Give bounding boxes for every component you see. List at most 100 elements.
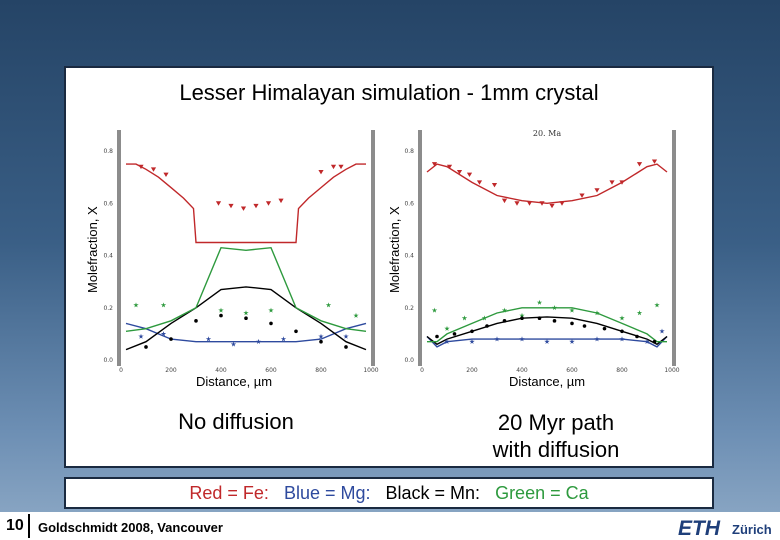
- right-point-mg-0: [444, 338, 450, 344]
- right-point-mg-7: [619, 336, 625, 342]
- conference-name: Goldschmidt 2008, Vancouver: [38, 520, 223, 535]
- page-number: 10: [6, 517, 24, 534]
- right-point-mn-9: [582, 324, 587, 328]
- right-point-mn-5: [520, 316, 524, 321]
- right-point-fe-4: [476, 180, 483, 185]
- right-rim-right: [672, 130, 676, 366]
- left-point-fe-6: [253, 203, 259, 209]
- left-point-fe-1: [150, 167, 157, 172]
- right-point-fe-16: [636, 162, 643, 167]
- right-ytick-0.8: 0.8: [404, 148, 414, 155]
- color-legend: Red = Fe: Blue = Mg: Black = Mn: Green =…: [64, 477, 714, 509]
- right-rim-left: [418, 130, 422, 366]
- legend-fe: Red = Fe:: [189, 483, 269, 503]
- right-ytick-0.2: 0.2: [404, 305, 414, 312]
- charts-canvas: 0.0 0.2 0.4 0.6 0.8 0 200 400 600 800 1000 0.0 0.2 0.…: [103, 129, 679, 374]
- left-point-ca-5: [325, 302, 332, 308]
- right-line-ca: [427, 307, 667, 343]
- right-point-mn-6: [537, 316, 542, 321]
- left-xtick-0: 0: [119, 367, 123, 374]
- left-point-ca-3: [243, 310, 249, 316]
- right-line-fe: [426, 163, 668, 205]
- right-point-fe-11: [559, 201, 565, 206]
- right-xtick-200: 200: [466, 367, 478, 374]
- slide-title: Lesser Himalayan simulation - 1mm crysta…: [179, 80, 599, 105]
- left-ytick-0.4: 0.4: [103, 253, 113, 260]
- right-xtick-400: 400: [516, 367, 528, 374]
- right-point-fe-17: [651, 159, 658, 164]
- left-xtick-800: 800: [315, 367, 327, 374]
- right-point-mn-12: [635, 334, 639, 339]
- left-xtick-1000: 1000: [363, 367, 378, 374]
- right-point-mg-1: [469, 338, 475, 344]
- left-point-fe-11: [338, 164, 344, 170]
- right-point-mn-2: [470, 329, 474, 334]
- left-xtick-600: 600: [265, 367, 277, 374]
- left-point-mg-3: [230, 341, 237, 347]
- left-line-mg: [125, 322, 367, 343]
- right-ytick-0.4: 0.4: [404, 253, 414, 260]
- right-point-mn-0: [435, 334, 439, 339]
- right-point-ca-5: [519, 312, 525, 318]
- eth-logo-text: ETH: [678, 517, 721, 538]
- right-caption: 20 Myr path with diffusion: [456, 409, 656, 463]
- right-point-ca-7: [551, 305, 558, 310]
- left-rim-left: [117, 130, 121, 366]
- right-point-fe-14: [609, 180, 615, 185]
- left-ytick-0.2: 0.2: [103, 305, 113, 312]
- left-xtick-200: 200: [165, 367, 177, 374]
- right-point-ca-6: [536, 299, 543, 305]
- right-point-mg-9: [659, 328, 665, 334]
- left-point-mg-6: [318, 333, 324, 339]
- left-point-fe-3: [215, 201, 222, 206]
- right-point-fe-2: [456, 169, 463, 175]
- right-point-ca-1: [444, 325, 450, 331]
- left-point-fe-4: [228, 203, 234, 209]
- right-point-fe-0: [431, 162, 438, 167]
- right-point-fe-12: [579, 193, 585, 198]
- left-point-mn-8: [344, 345, 348, 349]
- left-line-mn: [125, 286, 367, 351]
- footer-bar: 10 Goldschmidt 2008, Vancouver ETH Züric…: [0, 512, 780, 540]
- right-point-mn-13: [652, 339, 657, 344]
- eth-logo: ETH Zürich: [678, 517, 772, 538]
- left-point-mg-5: [280, 336, 287, 342]
- right-xtick-800: 800: [616, 367, 628, 374]
- right-point-ca-11: [636, 310, 643, 316]
- left-point-ca-6: [353, 312, 359, 318]
- right-point-mg-2: [494, 336, 500, 342]
- right-point-ca-12: [654, 302, 660, 308]
- right-point-mn-3: [485, 324, 489, 328]
- legend-mn: Black = Mn:: [385, 483, 481, 503]
- left-point-fe-2: [163, 172, 169, 177]
- left-point-ca-2: [218, 307, 224, 313]
- right-point-mn-7: [552, 319, 557, 323]
- right-point-mn-10: [602, 326, 607, 331]
- left-point-mn-7: [319, 339, 323, 344]
- right-point-ca-4: [501, 307, 508, 313]
- left-point-fe-9: [318, 169, 324, 175]
- left-point-mg-2: [205, 336, 212, 342]
- left-point-mn-2: [194, 319, 198, 323]
- footer-separator: [28, 514, 30, 538]
- left-ytick-0.6: 0.6: [103, 200, 113, 207]
- right-point-mg-8: [644, 338, 650, 344]
- left-point-fe-8: [278, 198, 284, 204]
- left-point-mg-1: [160, 331, 167, 337]
- right-point-fe-7: [514, 201, 520, 206]
- right-xtick-1000: 1000: [664, 367, 679, 374]
- right-point-ca-8: [569, 307, 575, 313]
- right-point-mg-4: [544, 338, 550, 344]
- left-rim-right: [371, 130, 375, 366]
- right-point-mg-6: [594, 336, 600, 342]
- left-line-fe: [126, 163, 366, 244]
- right-point-fe-8: [526, 201, 533, 206]
- right-xtick-600: 600: [566, 367, 578, 374]
- right-point-fe-9: [539, 201, 545, 206]
- right-point-mn-8: [570, 321, 574, 326]
- right-point-mg-3: [519, 336, 525, 342]
- left-point-mg-4: [255, 338, 262, 344]
- right-xlabel: Distance, µm: [509, 374, 586, 389]
- right-point-mn-11: [620, 329, 624, 334]
- right-point-fe-3: [466, 172, 473, 177]
